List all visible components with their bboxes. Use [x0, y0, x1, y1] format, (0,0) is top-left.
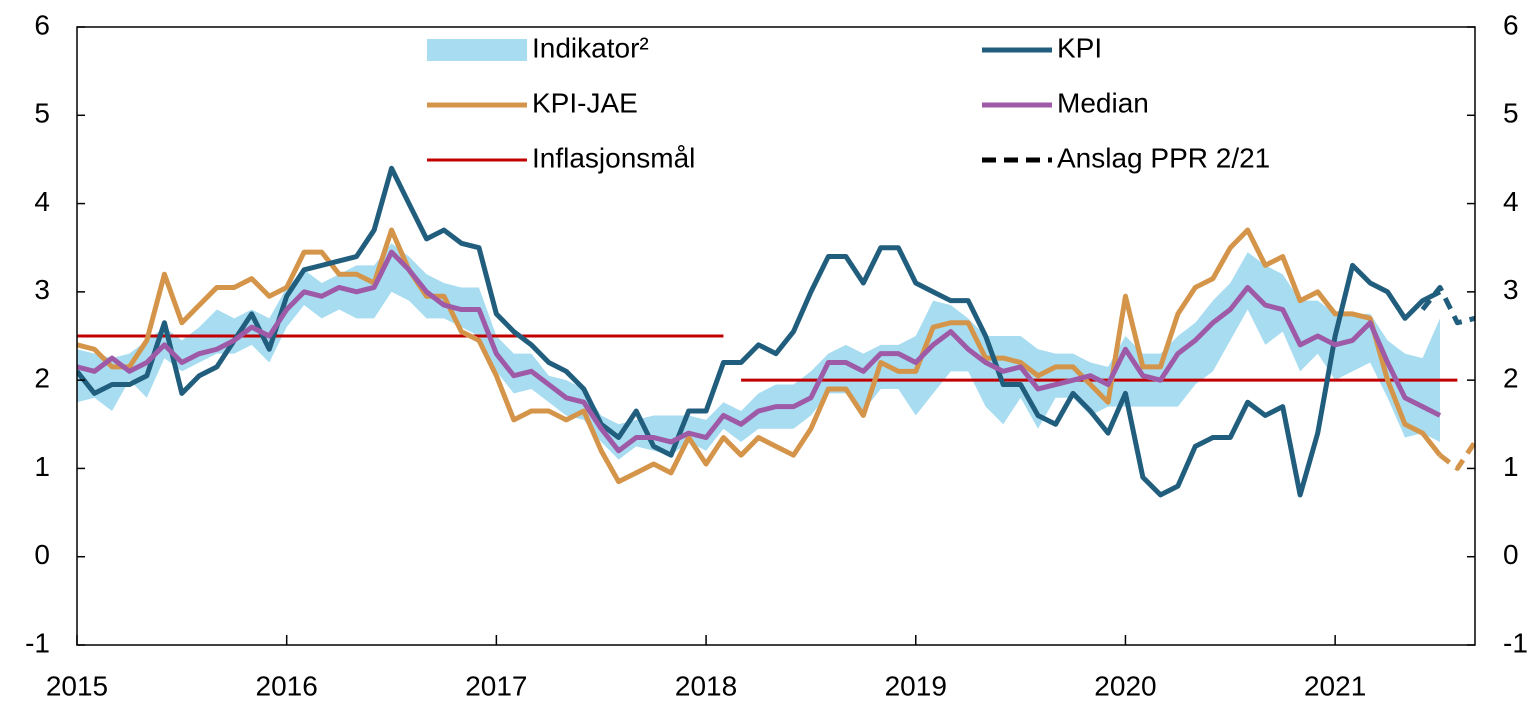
y-tick-label: 2: [34, 363, 50, 394]
y2-tick-label: 3: [1503, 274, 1519, 305]
legend-label: Anslag PPR 2/21: [1057, 142, 1270, 173]
x-tick-label: 2017: [465, 670, 527, 701]
legend-label: Median: [1057, 87, 1149, 118]
y2-tick-label: 4: [1503, 186, 1519, 217]
x-tick-label: 2015: [46, 670, 108, 701]
plot-area: [77, 165, 1475, 498]
x-tick-label: 2016: [256, 670, 318, 701]
y-tick-label: 0: [34, 539, 50, 570]
indicator-band: [77, 243, 1440, 460]
x-tick-label: 2018: [675, 670, 737, 701]
y2-tick-label: 0: [1503, 539, 1519, 570]
forecast-line: [1420, 284, 1475, 326]
legend-label: Inflasjonsmål: [532, 142, 695, 173]
legend-swatch: [427, 39, 527, 61]
y-tick-label: 5: [34, 98, 50, 129]
target-line: [77, 334, 1458, 382]
y-tick-label: 3: [34, 274, 50, 305]
y2-tick-label: -1: [1503, 627, 1528, 658]
y-tick-label: 6: [34, 9, 50, 40]
series-line: [77, 249, 1442, 454]
plot-frame: [76, 26, 1476, 646]
x-tick-label: 2021: [1304, 670, 1366, 701]
forecast-line: [1438, 440, 1475, 471]
y2-tick-label: 6: [1503, 9, 1519, 40]
y-tick-label: -1: [25, 627, 50, 658]
x-tick-label: 2019: [885, 670, 947, 701]
y-tick-label: 4: [34, 186, 50, 217]
legend-label: Indikator²: [532, 32, 649, 63]
y-tick-label: 1: [34, 451, 50, 482]
legend-label: KPI: [1057, 32, 1102, 63]
y2-tick-label: 1: [1503, 451, 1519, 482]
y2-tick-label: 2: [1503, 363, 1519, 394]
series-line: [77, 165, 1442, 498]
x-tick-label: 2020: [1094, 670, 1156, 701]
y2-tick-label: 5: [1503, 98, 1519, 129]
legend-label: KPI-JAE: [532, 87, 638, 118]
series-line: [77, 227, 1442, 485]
